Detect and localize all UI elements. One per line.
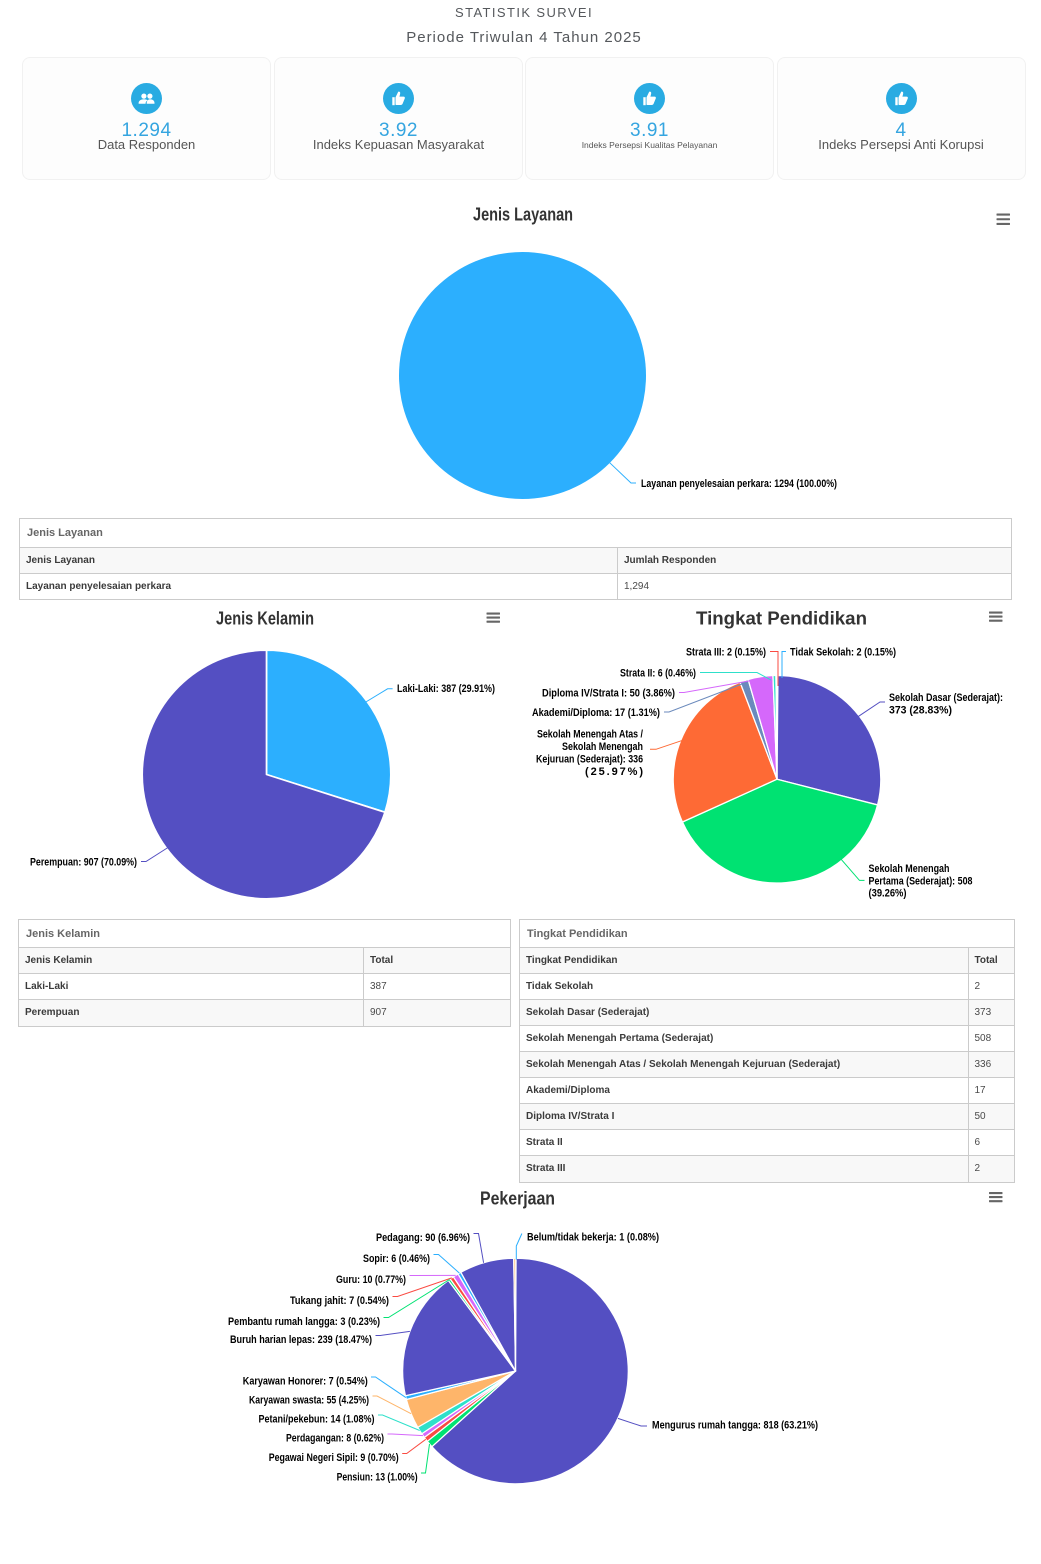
svg-text:Guru: 10 (0.77%): Guru: 10 (0.77%) [336,1274,406,1286]
svg-text:Diploma IV/Strata I: 50 (3.86%: Diploma IV/Strata I: 50 (3.86%) [542,688,675,700]
svg-text:Pegawai Negeri Sipil: 9 (0.70%: Pegawai Negeri Sipil: 9 (0.70%) [269,1452,399,1464]
svg-text:Sekolah Menengah: Sekolah Menengah [869,863,950,875]
svg-text:Kejuruan (Sederajat): 336: Kejuruan (Sederajat): 336 [536,753,643,765]
svg-text:Jenis Layanan: Jenis Layanan [473,205,573,225]
svg-text:Jenis Kelamin: Jenis Kelamin [216,609,314,629]
svg-text:Sekolah Dasar (Sederajat):: Sekolah Dasar (Sederajat): [889,692,1003,704]
svg-text:Sekolah Menengah Atas /: Sekolah Menengah Atas / [537,728,643,740]
svg-text:Strata II: 6 (0.46%): Strata II: 6 (0.46%) [620,668,696,680]
svg-text:(25.97%): (25.97%) [585,766,643,778]
svg-text:Pekerjaan: Pekerjaan [480,1189,555,1209]
svg-text:Tidak Sekolah: 2 (0.15%): Tidak Sekolah: 2 (0.15%) [790,647,896,659]
svg-text:Pembantu rumah langga: 3 (0.23: Pembantu rumah langga: 3 (0.23%) [228,1316,380,1328]
svg-text:Layanan penyelesaian perkara:: Layanan penyelesaian perkara: 1294 (100.… [641,478,837,490]
svg-text:373 (28.83%): 373 (28.83%) [889,705,952,717]
svg-text:Sopir: 6 (0.46%): Sopir: 6 (0.46%) [363,1253,430,1265]
svg-text:Pensiun: 13 (1.00%): Pensiun: 13 (1.00%) [337,1472,418,1484]
svg-text:Perdagangan: 8 (0.62%): Perdagangan: 8 (0.62%) [286,1433,384,1445]
svg-text:Pedagang: 90 (6.96%): Pedagang: 90 (6.96%) [376,1232,470,1244]
svg-text:Tingkat Pendidikan: Tingkat Pendidikan [696,609,867,629]
svg-text:Petani/pekebun: 14 (1.08%): Petani/pekebun: 14 (1.08%) [259,1414,375,1426]
svg-text:Tukang jahit: 7 (0.54%): Tukang jahit: 7 (0.54%) [290,1295,389,1307]
svg-text:Perempuan: 907 (70.09%): Perempuan: 907 (70.09%) [30,857,137,869]
svg-text:Buruh harian lepas: 239 (18.47: Buruh harian lepas: 239 (18.47%) [230,1334,372,1346]
svg-text:Karyawan swasta: 55 (4.25%): Karyawan swasta: 55 (4.25%) [249,1395,369,1407]
svg-text:Belum/tidak bekerja: 1 (0.08%): Belum/tidak bekerja: 1 (0.08%) [527,1232,659,1244]
svg-text:Karyawan Honorer: 7 (0.54%): Karyawan Honorer: 7 (0.54%) [243,1376,368,1388]
svg-text:(39.26%): (39.26%) [869,888,907,900]
svg-text:Sekolah Menengah: Sekolah Menengah [562,741,643,753]
svg-text:Pertama (Sederajat): 508: Pertama (Sederajat): 508 [869,876,973,888]
svg-text:Akademi/Diploma: 17 (1.31%): Akademi/Diploma: 17 (1.31%) [532,707,660,719]
svg-text:Mengurus rumah tangga: 818 (63: Mengurus rumah tangga: 818 (63.21%) [652,1420,818,1432]
svg-text:Laki-Laki: 387 (29.91%): Laki-Laki: 387 (29.91%) [397,683,495,695]
svg-text:Strata III: 2 (0.15%): Strata III: 2 (0.15%) [686,647,766,659]
